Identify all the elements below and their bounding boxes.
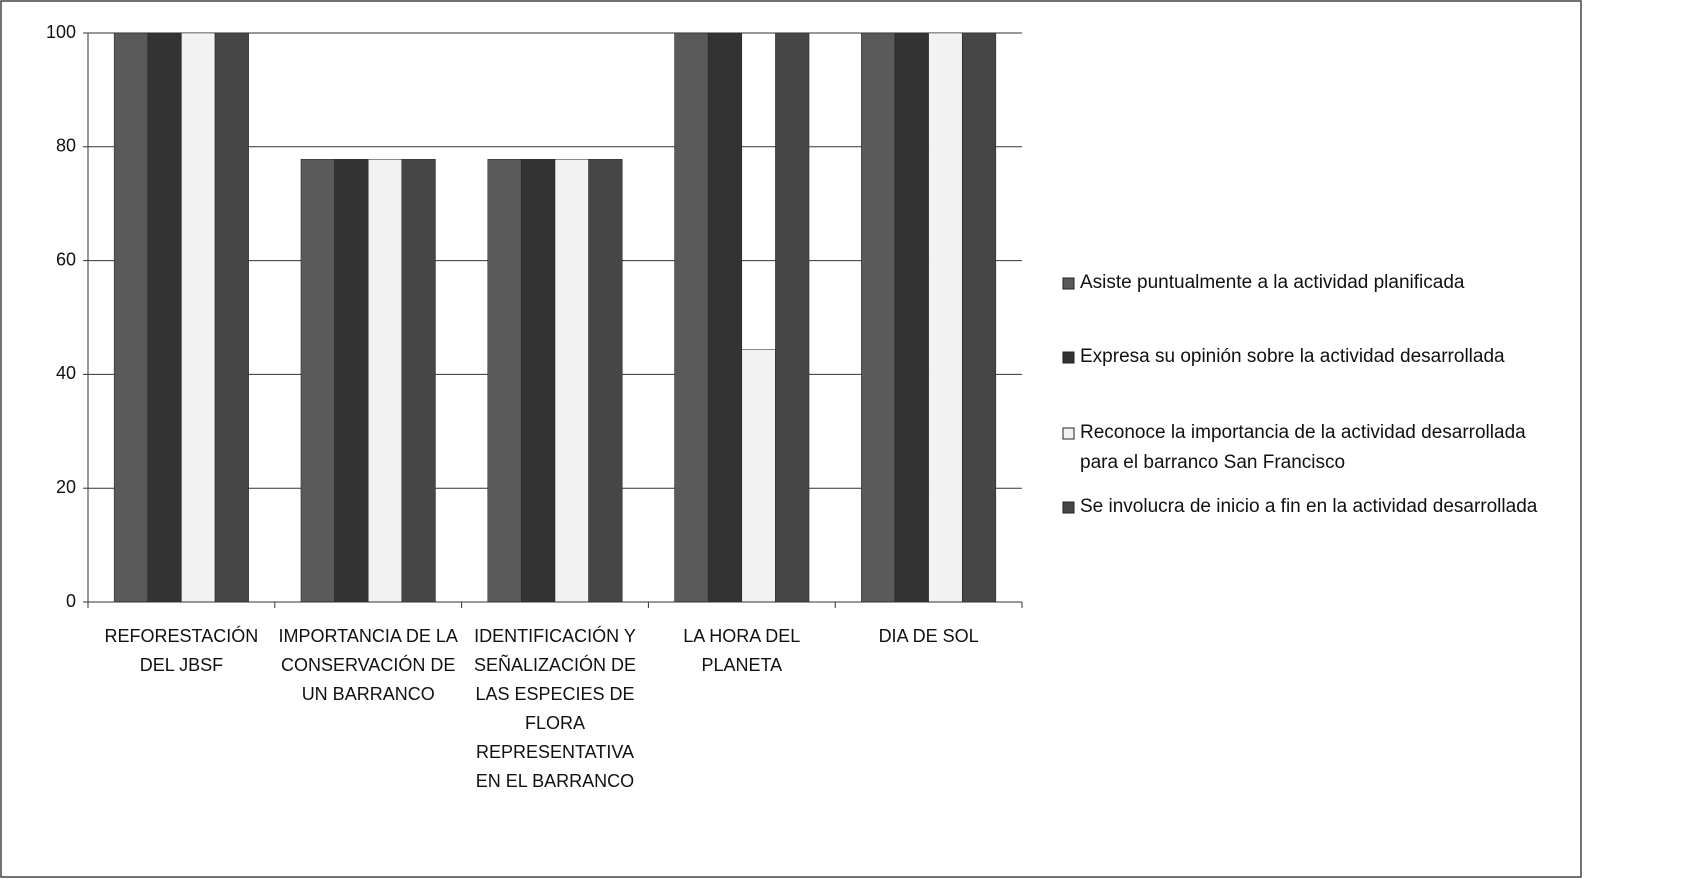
bar	[147, 32, 182, 603]
legend-swatch	[1062, 351, 1075, 364]
legend-label: Asiste puntualmente a la actividad plani…	[1080, 272, 1465, 293]
legend-label: Se involucra de inicio a fin en la activ…	[1080, 496, 1538, 517]
bar	[401, 159, 436, 603]
bar	[961, 32, 997, 603]
chart-border	[0, 0, 1582, 878]
x-tick-label: IMPORTANCIA DE LA CONSERVACIÓN DE UN BAR…	[278, 626, 458, 704]
bar	[741, 349, 776, 603]
x-tick-label: DIA DE SOL	[878, 626, 979, 646]
bar	[334, 159, 369, 603]
legend-label: Reconoce la importancia de la actividad …	[1080, 422, 1526, 473]
bar	[894, 32, 929, 603]
legend-swatch	[1062, 427, 1075, 440]
bar	[588, 159, 623, 603]
x-tick-label: IDENTIFICACIÓN Y SEÑALIZACIÓN DE LAS ESP…	[473, 626, 637, 791]
legend-label: Expresa su opinión sobre la actividad de…	[1080, 346, 1505, 367]
legend-swatch	[1062, 501, 1075, 514]
bar	[554, 159, 589, 603]
y-tick-label: 0	[66, 591, 76, 611]
y-tick-label: 80	[56, 136, 76, 156]
bar	[487, 159, 522, 603]
bar	[181, 32, 216, 603]
bar	[300, 159, 335, 603]
bar	[214, 32, 249, 603]
bar	[775, 32, 810, 603]
x-tick-label: REFORESTACIÓN DEL JBSF	[104, 626, 259, 675]
bar	[674, 32, 709, 603]
y-tick-label: 20	[56, 477, 76, 497]
y-tick-label: 40	[56, 363, 76, 383]
legend-swatch	[1062, 277, 1075, 290]
x-tick-label: LA HORA DEL PLANETA	[683, 626, 801, 675]
bar	[367, 159, 403, 603]
y-tick-label: 100	[46, 22, 76, 42]
bar	[928, 32, 963, 603]
bar	[861, 32, 896, 603]
y-tick-label: 60	[56, 249, 76, 269]
bar	[707, 32, 743, 603]
bar	[521, 159, 556, 603]
bar	[113, 32, 149, 603]
